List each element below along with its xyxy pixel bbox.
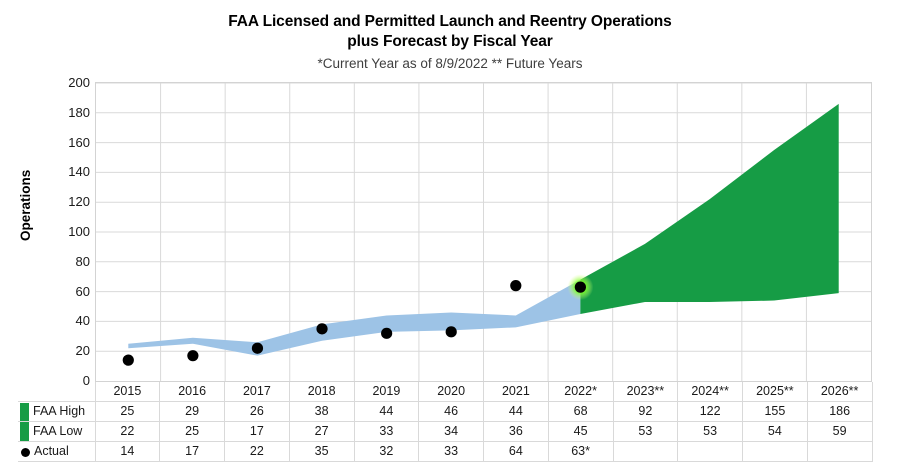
table-column-header: 2020 bbox=[418, 382, 484, 402]
legend-label: FAA Low bbox=[33, 424, 83, 438]
table-cell: 32 bbox=[353, 441, 420, 462]
table-column-header: 2018 bbox=[288, 382, 355, 402]
table-column-header: 2019 bbox=[353, 382, 420, 402]
table-cell: 53 bbox=[677, 421, 743, 442]
table-column-header: 2026** bbox=[806, 382, 873, 402]
table-cell: 44 bbox=[483, 401, 549, 422]
y-tick-label: 200 bbox=[68, 75, 90, 90]
table-cell: 122 bbox=[677, 401, 743, 422]
table-cell: 22 bbox=[94, 421, 161, 442]
table-cell: 59 bbox=[806, 421, 873, 442]
y-tick-label: 60 bbox=[75, 283, 90, 299]
y-tick-label: 0 bbox=[82, 373, 90, 388]
table-cell: 33 bbox=[353, 421, 420, 442]
table-cell: 46 bbox=[418, 401, 484, 422]
table-column-header: 2021 bbox=[483, 382, 549, 402]
forecast-band-area bbox=[580, 103, 839, 314]
table-cell bbox=[742, 441, 808, 462]
y-tick-label: 20 bbox=[75, 343, 90, 359]
table-cell bbox=[806, 441, 873, 462]
table-cell: 68 bbox=[547, 401, 614, 422]
y-tick-label: 120 bbox=[68, 194, 90, 210]
forecast-band-swatch-icon bbox=[20, 402, 29, 421]
data-table: 2015 2016 2017 2018 2019 2020 2021 2022* 2023** 2… bbox=[18, 382, 873, 462]
table-cell: 25 bbox=[159, 421, 225, 442]
table-cell: 45 bbox=[547, 421, 614, 442]
actual-data-point bbox=[381, 327, 393, 339]
chart-title-line-1: FAA Licensed and Permitted Launch and Re… bbox=[228, 13, 672, 30]
data-table-wrap: 2015 2016 2017 2018 2019 2020 2021 2022* 2023** 2… bbox=[18, 382, 873, 464]
table-cell: 38 bbox=[288, 401, 355, 422]
table-cell: 25 bbox=[94, 401, 161, 422]
table-column-header: 2024** bbox=[677, 382, 743, 402]
table-cell: 17 bbox=[224, 421, 290, 442]
chart-title-block: FAA Licensed and Permitted Launch and Re… bbox=[0, 12, 900, 74]
table-cell: 33 bbox=[418, 441, 484, 462]
table-cell: 155 bbox=[742, 401, 808, 422]
actual-data-point bbox=[187, 350, 199, 362]
actual-data-point bbox=[122, 354, 134, 366]
table-cell: 53 bbox=[612, 421, 679, 442]
y-tick-label: 100 bbox=[68, 224, 90, 239]
y-tick-label: 40 bbox=[75, 313, 90, 329]
actual-data-point bbox=[445, 326, 457, 338]
table-column-header: 2023** bbox=[612, 382, 679, 402]
table-row: FAA High 25 29 26 38 44 46 44 68 92 122 155 186 bbox=[18, 401, 873, 422]
table-cell: 54 bbox=[742, 421, 808, 442]
table-cell: 17 bbox=[159, 441, 225, 462]
table-cell: 44 bbox=[353, 401, 420, 422]
table-cell: 27 bbox=[288, 421, 355, 442]
actual-data-point bbox=[316, 323, 328, 335]
plot-area bbox=[95, 82, 872, 382]
table-cell: 35 bbox=[288, 441, 355, 462]
y-axis-tick-labels: 200 180 160 140 120 100 80 60 40 20 0 bbox=[40, 76, 90, 387]
y-tick-label: 180 bbox=[68, 104, 90, 120]
table-cell: 186 bbox=[806, 401, 873, 422]
table-cell: 63* bbox=[547, 441, 614, 462]
legend-label: Actual bbox=[34, 444, 69, 458]
table-row: Actual 14 17 22 35 32 33 64 63* bbox=[18, 441, 873, 462]
table-corner-cell bbox=[18, 382, 95, 402]
legend-label: FAA High bbox=[33, 404, 86, 418]
table-cell: 34 bbox=[418, 421, 484, 442]
chart-subtitle: *Current Year as of 8/9/2022 ** Future Y… bbox=[317, 56, 583, 71]
table-header-row: 2015 2016 2017 2018 2019 2020 2021 2022* 2023** 2… bbox=[18, 382, 873, 402]
table-cell bbox=[677, 441, 743, 462]
actual-data-point bbox=[510, 280, 522, 292]
table-cell: 26 bbox=[224, 401, 290, 422]
table-column-header: 2022* bbox=[547, 382, 614, 402]
legend-row-faa-low: FAA Low bbox=[18, 421, 96, 442]
y-axis-title: Operations bbox=[18, 169, 33, 241]
y-tick-label: 160 bbox=[68, 134, 90, 150]
legend-row-actual: Actual bbox=[18, 441, 96, 462]
actual-data-point bbox=[251, 342, 264, 354]
legend-row-faa-high: FAA High bbox=[18, 401, 96, 422]
chart-title-line-2: plus Forecast by Fiscal Year bbox=[347, 33, 553, 50]
category-dividers bbox=[160, 83, 807, 381]
table-cell: 64 bbox=[483, 441, 549, 462]
plot-svg bbox=[96, 83, 871, 381]
actual-dot-swatch-icon bbox=[20, 443, 32, 461]
table-cell: 22 bbox=[224, 441, 290, 462]
table-cell: 92 bbox=[612, 401, 679, 422]
table-cell: 36 bbox=[483, 421, 549, 442]
table-cell bbox=[612, 441, 679, 462]
table-column-header: 2017 bbox=[224, 382, 290, 402]
forecast-band-swatch-icon bbox=[20, 422, 29, 441]
table-column-header: 2016 bbox=[159, 382, 225, 402]
y-tick-label: 140 bbox=[68, 164, 90, 180]
table-row: FAA Low 22 25 17 27 33 34 36 45 53 53 54 59 bbox=[18, 421, 873, 442]
y-tick-label: 80 bbox=[75, 253, 90, 269]
table-cell: 14 bbox=[94, 441, 161, 462]
table-column-header: 2015 bbox=[94, 382, 161, 402]
table-column-header: 2025** bbox=[742, 382, 808, 402]
table-cell: 29 bbox=[159, 401, 225, 422]
actual-data-point bbox=[574, 281, 586, 293]
historical-band-area bbox=[128, 279, 581, 356]
actual-markers bbox=[122, 274, 594, 366]
